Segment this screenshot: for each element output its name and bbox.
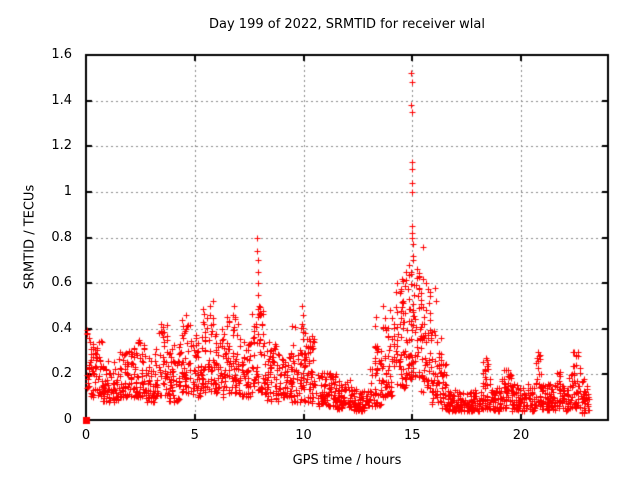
y-tick-label: 0 bbox=[63, 412, 72, 427]
x-tick-label: 0 bbox=[81, 428, 91, 443]
x-axis-label: GPS time / hours bbox=[292, 453, 402, 468]
y-tick-label: 1.2 bbox=[51, 138, 72, 154]
y-tick-label: 0.2 bbox=[51, 366, 72, 382]
y-tick-label: 0.6 bbox=[51, 275, 72, 291]
chart-title: Day 199 of 2022, SRMTID for receiver wla… bbox=[209, 17, 485, 32]
x-tick-label: 20 bbox=[512, 428, 530, 443]
x-tick-label: 10 bbox=[295, 428, 312, 443]
y-tick-label: 0.8 bbox=[51, 229, 72, 245]
x-tick-label: 5 bbox=[190, 428, 199, 443]
y-tick-label: 1.4 bbox=[51, 92, 72, 108]
y-tick-label: 1 bbox=[63, 183, 72, 199]
y-tick-label: 1.6 bbox=[51, 47, 72, 62]
y-tick-label: 0.4 bbox=[51, 320, 72, 336]
x-tick-label: 15 bbox=[403, 428, 421, 443]
